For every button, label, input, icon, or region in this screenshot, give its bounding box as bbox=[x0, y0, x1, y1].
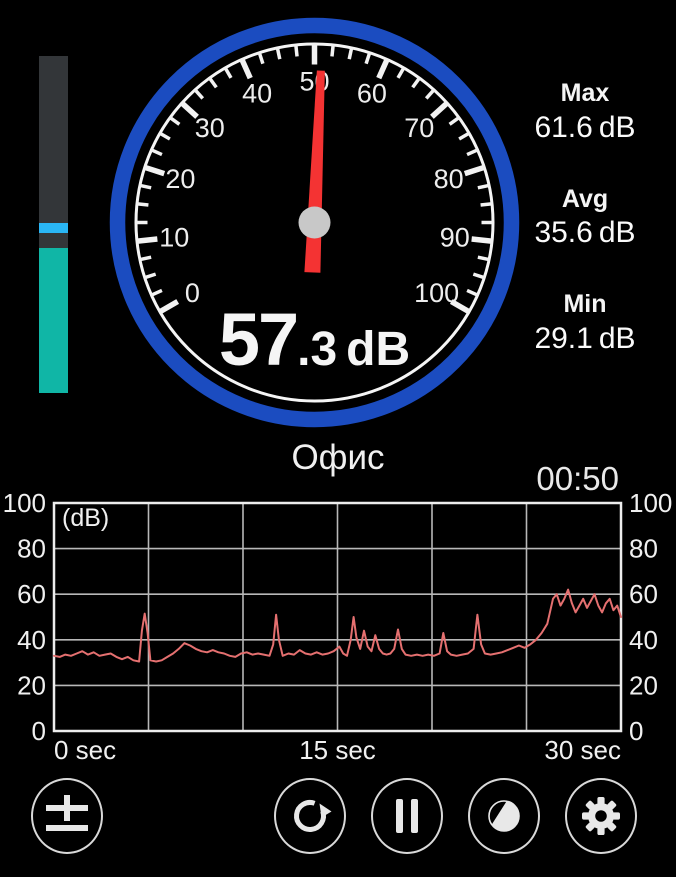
svg-text:100: 100 bbox=[3, 490, 46, 518]
svg-text:40: 40 bbox=[242, 79, 272, 109]
svg-text:40: 40 bbox=[17, 625, 46, 655]
svg-text:15 sec: 15 sec bbox=[299, 735, 376, 765]
svg-text:60: 60 bbox=[17, 579, 46, 609]
svg-text:10: 10 bbox=[159, 222, 189, 252]
stat-avg-value: 35.6 dB bbox=[534, 216, 636, 249]
calibration-button[interactable] bbox=[31, 778, 103, 854]
svg-text:(dB): (dB) bbox=[62, 504, 109, 532]
svg-text:30 sec: 30 sec bbox=[544, 735, 621, 765]
svg-text:60: 60 bbox=[629, 579, 658, 609]
history-chart-plot: 0 0 20 20 40 40 60 60 80 80 100 100 0 sec 15 sec 30 se… bbox=[3, 488, 673, 765]
contrast-icon bbox=[488, 800, 520, 832]
svg-text:20: 20 bbox=[629, 670, 658, 700]
stat-min: Min 29.1 dB bbox=[510, 290, 660, 355]
elapsed-timer: 00:50 bbox=[536, 460, 619, 497]
svg-text:60: 60 bbox=[357, 79, 387, 109]
svg-text:70: 70 bbox=[404, 113, 434, 143]
svg-text:100: 100 bbox=[414, 278, 459, 308]
stat-max-label: Max bbox=[560, 79, 610, 107]
current-reading: 57 .3 dB bbox=[104, 303, 525, 377]
history-chart: 0 0 20 20 40 40 60 60 80 80 100 100 0 sec 15 sec 30 se… bbox=[0, 488, 676, 770]
svg-text:80: 80 bbox=[434, 164, 464, 194]
svg-text:100: 100 bbox=[629, 490, 672, 518]
stat-max-value: 61.6 dB bbox=[534, 110, 636, 144]
svg-text:50: 50 bbox=[299, 67, 329, 97]
svg-text:0: 0 bbox=[32, 716, 46, 746]
svg-text:0: 0 bbox=[629, 716, 643, 746]
svg-text:0 sec: 0 sec bbox=[54, 735, 116, 765]
svg-text:80: 80 bbox=[17, 534, 46, 564]
location-label: Офис bbox=[291, 438, 385, 477]
reading-integer: 57 bbox=[218, 298, 299, 381]
pause-icon bbox=[396, 799, 418, 833]
plus-minus-icon bbox=[46, 795, 88, 831]
svg-text:20: 20 bbox=[165, 164, 195, 194]
svg-text:30: 30 bbox=[195, 113, 225, 143]
decibel-gauge: 0 10 20 30 40 50 60 70 80 90 100 bbox=[104, 12, 525, 433]
stat-avg: Avg 35.6 dB bbox=[510, 184, 660, 249]
svg-text:40: 40 bbox=[629, 625, 658, 655]
stat-min-value: 29.1 dB bbox=[534, 321, 636, 355]
stat-max: Max 61.6 dB bbox=[510, 79, 660, 144]
gear-icon bbox=[582, 797, 620, 835]
stat-avg-label: Avg bbox=[561, 184, 609, 213]
svg-text:90: 90 bbox=[440, 222, 470, 252]
reset-button[interactable] bbox=[274, 778, 346, 854]
reading-unit: dB bbox=[346, 323, 411, 376]
svg-text:20: 20 bbox=[17, 670, 46, 700]
pause-button[interactable] bbox=[371, 778, 443, 854]
stats-panel: Max 61.6 dB Avg 35.6 dB Min 29.1 dB bbox=[510, 79, 660, 355]
svg-text:0: 0 bbox=[185, 278, 200, 308]
level-meter-bar bbox=[39, 56, 68, 393]
level-meter-marker bbox=[39, 222, 68, 233]
stat-min-label: Min bbox=[563, 290, 607, 318]
settings-button[interactable] bbox=[565, 778, 637, 854]
display-mode-button[interactable] bbox=[468, 778, 540, 854]
level-meter-fill bbox=[39, 248, 68, 393]
toolbar bbox=[0, 778, 676, 858]
refresh-icon bbox=[294, 800, 332, 832]
reading-fraction: .3 bbox=[297, 323, 338, 376]
svg-text:80: 80 bbox=[629, 534, 658, 564]
